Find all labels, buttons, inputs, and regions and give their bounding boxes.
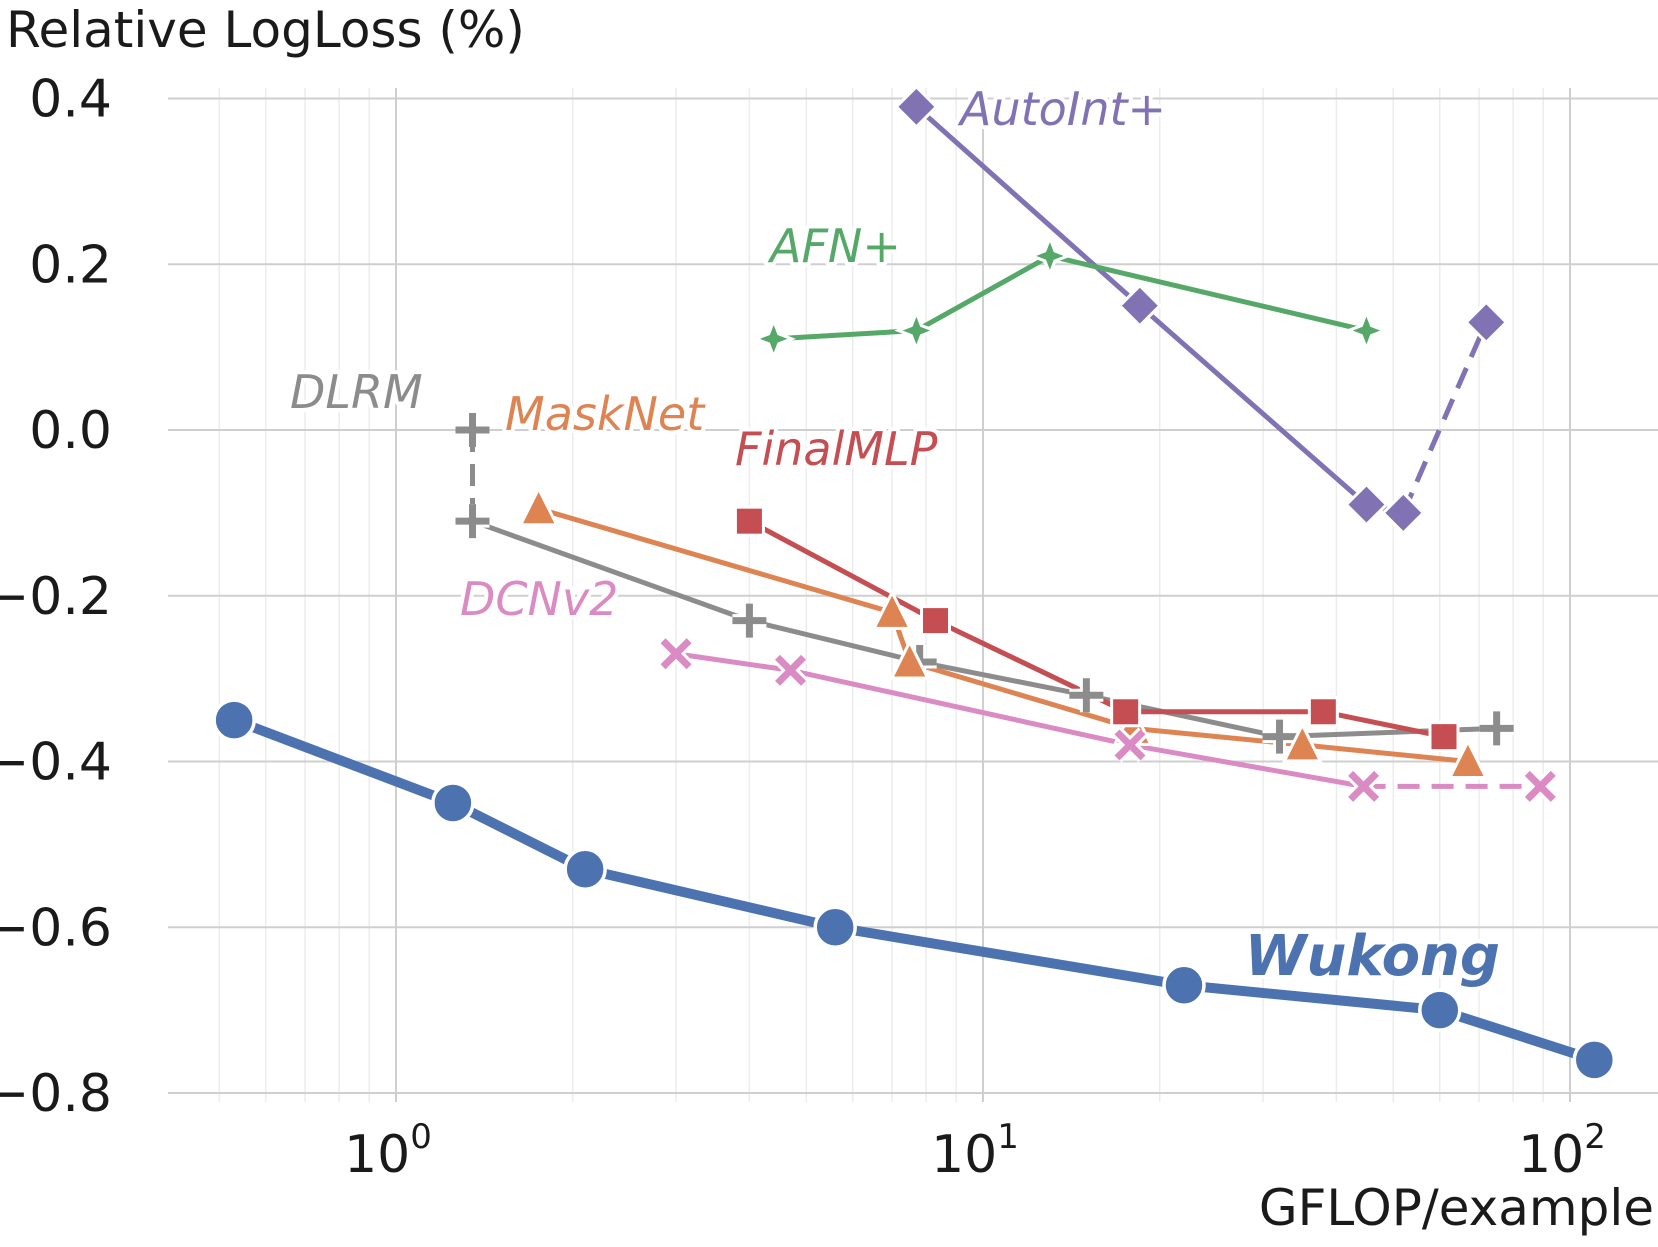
series-afn-markers — [751, 233, 1389, 362]
series-wukong-marker — [431, 781, 475, 825]
series-label-autoint: AutoInt+ — [957, 82, 1166, 136]
y-tick-label: −0.4 — [0, 733, 112, 793]
series-label-afn: AFN+ — [767, 219, 901, 273]
series-dlrm-segment — [748, 618, 921, 665]
series-afn-marker — [751, 316, 796, 362]
series-masknet-segment — [908, 659, 1134, 731]
series-wukong-markers — [212, 698, 1617, 1082]
series-label-dlrm: DLRM — [290, 365, 423, 419]
series-label-finalmlp: FinalMLP — [735, 422, 938, 476]
series-dcnv2-marker — [658, 636, 694, 672]
series-wukong-marker — [212, 698, 256, 742]
series-wukong-segment — [232, 715, 455, 808]
x-axis-label: GFLOP/example — [1259, 1179, 1654, 1237]
series-finalmlp-marker — [1110, 696, 1142, 728]
series-dlrm-segment — [471, 518, 751, 623]
series-label-wukong: Wukong — [1245, 924, 1500, 989]
series-wukong-marker — [1418, 988, 1462, 1032]
series-finalmlp-marker — [733, 505, 765, 537]
y-tick-label: −0.8 — [0, 1064, 112, 1124]
series-wukong-marker — [563, 847, 607, 891]
series-autoint-marker — [894, 84, 939, 129]
series-wukong-marker — [1162, 963, 1206, 1008]
series-afn-line — [773, 253, 1368, 342]
series-finalmlp-line — [748, 518, 1445, 740]
series-finalmlp-marker — [1428, 721, 1460, 753]
y-axis-label: Relative LogLoss (%) — [6, 1, 525, 59]
series-dcnv2-marker — [1522, 768, 1558, 804]
series-dlrm-marker — [1479, 711, 1514, 746]
x-tick-labels: 100 101 102 — [344, 1117, 1606, 1185]
series-autoint-segment — [1138, 303, 1369, 507]
series-markers — [212, 84, 1617, 1082]
y-tick-label: 0.2 — [29, 235, 112, 295]
series-autoint-marker — [1344, 482, 1389, 527]
y-tick-label: 0.0 — [29, 401, 112, 461]
series-finalmlp-segment — [1322, 709, 1445, 740]
x-tick-label: 102 — [1518, 1117, 1606, 1185]
series-dcnv2-marker — [772, 652, 809, 688]
series-label-masknet: MaskNet — [505, 387, 706, 441]
y-tick-labels: 0.4 0.2 0.0 −0.2 −0.4 −0.6 −0.8 — [0, 70, 112, 1125]
series-masknet-marker — [1281, 721, 1323, 763]
series-dlrm-marker — [732, 603, 767, 638]
series-finalmlp-marker — [1307, 696, 1339, 728]
series-autoint-marker — [1117, 283, 1162, 328]
series-autoint-line — [914, 104, 1489, 516]
y-tick-label: 0.4 — [29, 70, 112, 130]
series-dcnv2-marker — [1112, 727, 1148, 763]
series-wukong-marker — [813, 905, 857, 949]
series-afn-marker — [894, 308, 939, 353]
series-wukong-segment — [834, 922, 1185, 991]
series-autoint-marker — [1381, 490, 1426, 535]
series-dcnv2-line — [675, 651, 1541, 789]
y-tick-label: −0.2 — [0, 567, 112, 627]
series-autoint-marker — [1464, 300, 1509, 345]
series-masknet-marker — [871, 588, 913, 630]
series-wukong-marker — [1572, 1038, 1617, 1082]
series-dcnv2-segment — [1129, 742, 1365, 789]
series-wukong-segment — [1438, 1005, 1596, 1065]
series-dcnv2-segment — [789, 667, 1131, 748]
series-dlrm-marker — [455, 504, 490, 539]
series-label-dcnv2: DCNv2 — [460, 572, 618, 626]
series-dlrm-segment — [1279, 725, 1497, 740]
series-afn-marker — [1344, 308, 1389, 353]
series-dlrm-marker — [1069, 678, 1104, 713]
series-dcnv2-segment — [675, 651, 791, 673]
series-afn-segment — [773, 328, 917, 342]
series-autoint-segment — [914, 104, 1142, 308]
series-wukong-segment — [1183, 980, 1441, 1016]
series-wukong-line — [232, 715, 1596, 1065]
series-masknet-marker — [518, 485, 560, 527]
series-masknet-marker — [889, 638, 931, 680]
series-lines — [232, 104, 1596, 1065]
x-tick-label: 101 — [931, 1117, 1019, 1185]
series-dcnv2-marker — [1345, 768, 1382, 804]
series-dcnv2-markers — [658, 636, 1558, 804]
series-finalmlp-segment — [748, 518, 937, 623]
series-masknet-segment — [1302, 742, 1469, 764]
series-autoint-segment — [1401, 321, 1489, 514]
series-wukong-segment — [450, 798, 588, 874]
series-dlrm-markers — [455, 413, 1514, 754]
series-afn-marker — [1027, 233, 1073, 279]
series-afn-segment — [1049, 253, 1368, 333]
series-masknet-marker — [1447, 738, 1489, 779]
series-dlrm-marker — [1262, 719, 1297, 754]
series-masknet-segment — [537, 506, 893, 615]
series-dlrm-line — [470, 430, 1497, 740]
y-tick-label: −0.6 — [0, 898, 112, 958]
series-wukong-segment — [584, 864, 837, 933]
x-tick-label: 100 — [344, 1117, 432, 1185]
series-autoint-markers — [894, 84, 1509, 535]
series-labels: Wukong AutoInt+ AFN+ DLRM MaskNet FinalMLP DCN… — [286, 78, 1504, 993]
series-dlrm-segment — [919, 659, 1087, 698]
series-finalmlp-marker — [919, 605, 951, 637]
series-dlrm-marker — [455, 413, 490, 447]
series-finalmlp-markers — [733, 505, 1460, 753]
series-afn-segment — [915, 253, 1052, 333]
